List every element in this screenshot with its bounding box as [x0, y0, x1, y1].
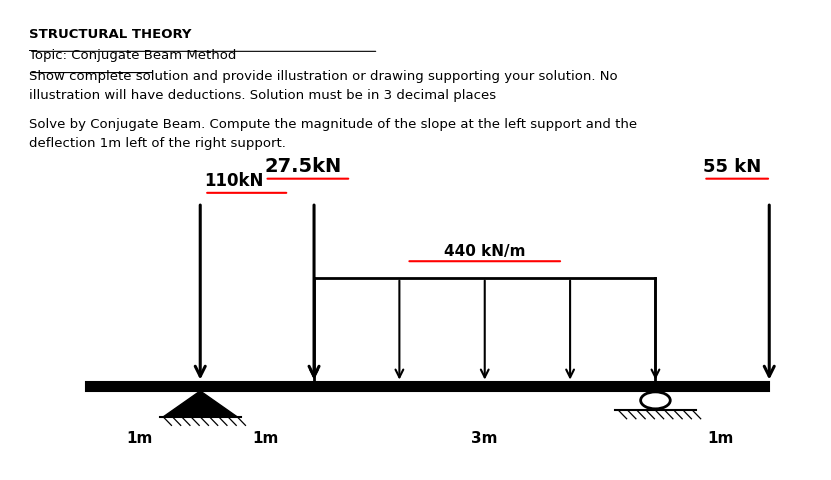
Text: illustration will have deductions. Solution must be in 3 decimal places: illustration will have deductions. Solut… — [29, 89, 496, 102]
Text: deflection 1m left of the right support.: deflection 1m left of the right support. — [29, 137, 286, 150]
Polygon shape — [163, 391, 238, 417]
Text: Topic: Conjugate Beam Method: Topic: Conjugate Beam Method — [29, 49, 236, 62]
Text: 1m: 1m — [252, 431, 278, 445]
Text: Show complete solution and provide illustration or drawing supporting your solut: Show complete solution and provide illus… — [29, 70, 617, 83]
Text: 3m: 3m — [471, 431, 498, 445]
Text: 1m: 1m — [126, 431, 152, 445]
Text: Solve by Conjugate Beam. Compute the magnitude of the slope at the left support : Solve by Conjugate Beam. Compute the mag… — [29, 118, 637, 132]
Bar — [86, 383, 770, 391]
Text: 440 kN/m: 440 kN/m — [444, 244, 525, 259]
Text: 1m: 1m — [707, 431, 734, 445]
Text: 110kN: 110kN — [204, 172, 263, 191]
Text: 55 kN: 55 kN — [703, 158, 762, 176]
Text: 27.5kN: 27.5kN — [265, 157, 342, 176]
Text: STRUCTURAL THEORY: STRUCTURAL THEORY — [29, 28, 191, 41]
